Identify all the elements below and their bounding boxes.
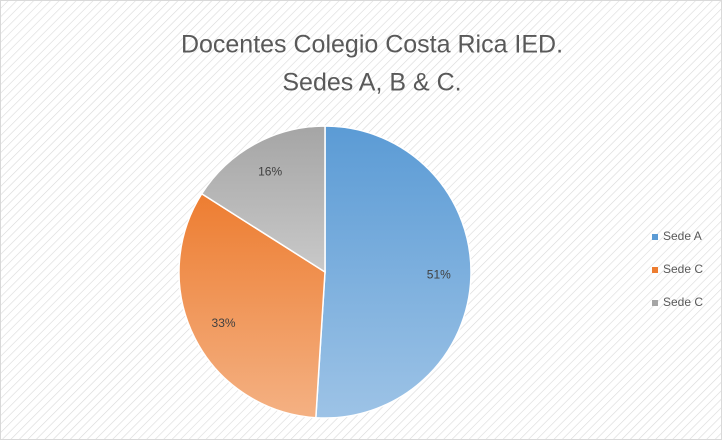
data-label: 51% (427, 268, 451, 282)
legend-swatch (652, 300, 658, 306)
chart-title: Docentes Colegio Costa Rica IED. (181, 31, 563, 59)
legend-swatch (652, 267, 658, 273)
pie-slice (178, 192, 326, 419)
pie: 51% 33% 16% (178, 125, 472, 419)
legend-label: Sede C (663, 295, 703, 309)
data-label: 16% (258, 164, 282, 178)
legend-label: Sede C (663, 262, 703, 276)
legend-label: Sede A (663, 229, 702, 243)
legend-swatch (652, 234, 658, 240)
pie-slice (315, 125, 472, 419)
legend: Sede A Sede C Sede C (652, 229, 703, 309)
data-label: 33% (212, 316, 236, 330)
chart-subtitle: Sedes A, B & C. (282, 69, 461, 97)
pie-slice (200, 125, 326, 274)
